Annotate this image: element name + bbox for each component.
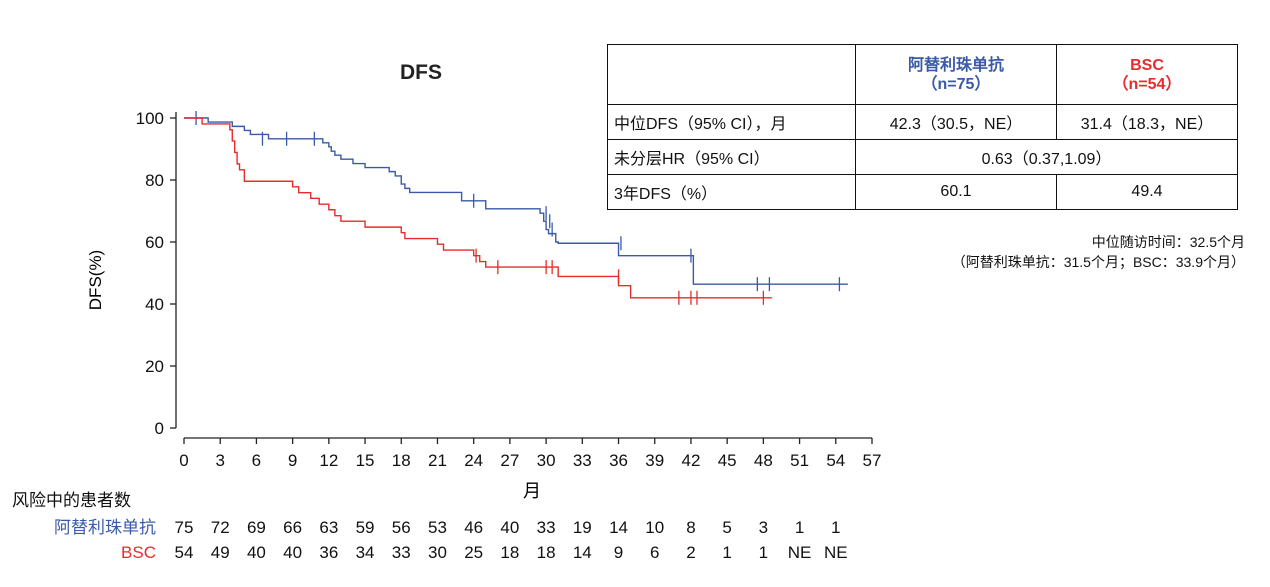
y-axis-label: DFS(%) bbox=[86, 250, 105, 310]
risk-count: 40 bbox=[283, 543, 302, 562]
risk-count: 14 bbox=[609, 518, 628, 537]
risk-count: 1 bbox=[831, 518, 840, 537]
risk-count: NE bbox=[788, 543, 812, 562]
table-row: 未分层HR（95% CI） 0.63（0.37,1.09） bbox=[607, 139, 1238, 175]
chart-title: DFS bbox=[400, 61, 442, 84]
risk-count: 33 bbox=[392, 543, 411, 562]
x-tick-label: 12 bbox=[319, 451, 338, 470]
x-tick-label: 24 bbox=[464, 451, 483, 470]
x-tick-label: 3 bbox=[215, 451, 224, 470]
risk-group-label: BSC bbox=[121, 543, 156, 562]
header-atezolizumab-n: （n=75） bbox=[921, 75, 991, 93]
header-bsc-n: （n=54） bbox=[1112, 75, 1182, 93]
risk-count: 40 bbox=[247, 543, 266, 562]
x-tick-label: 15 bbox=[356, 451, 375, 470]
risk-count: 19 bbox=[573, 518, 592, 537]
header-bsc-name: BSC bbox=[1130, 56, 1164, 74]
x-tick-label: 57 bbox=[863, 451, 882, 470]
risk-count: 18 bbox=[500, 543, 519, 562]
risk-count: 2 bbox=[686, 543, 695, 562]
header-bsc: BSC （n=54） bbox=[1056, 44, 1238, 105]
risk-count: 18 bbox=[537, 543, 556, 562]
summary-table: 阿替利珠单抗 （n=75） BSC （n=54） 中位DFS（95% CI），月… bbox=[607, 44, 1238, 210]
risk-count: 40 bbox=[500, 518, 519, 537]
x-tick-label: 0 bbox=[179, 451, 188, 470]
risk-count: 8 bbox=[686, 518, 695, 537]
row-label: 3年DFS（%） bbox=[607, 174, 856, 210]
x-tick-label: 54 bbox=[826, 451, 845, 470]
table-row: 中位DFS（95% CI），月 42.3（30.5，NE） 31.4（18.3，… bbox=[607, 104, 1238, 140]
x-tick-label: 51 bbox=[790, 451, 809, 470]
row-label: 中位DFS（95% CI），月 bbox=[607, 104, 856, 140]
risk-count: 66 bbox=[283, 518, 302, 537]
cell-value: 31.4（18.3，NE） bbox=[1056, 104, 1238, 140]
header-atezolizumab-name: 阿替利珠单抗 bbox=[907, 56, 1004, 74]
x-tick-label: 48 bbox=[754, 451, 773, 470]
y-tick-label: 40 bbox=[145, 295, 164, 314]
x-tick-label: 27 bbox=[500, 451, 519, 470]
x-tick-label: 36 bbox=[609, 451, 628, 470]
x-tick-label: 33 bbox=[573, 451, 592, 470]
followup-line-2: （阿替利珠单抗：31.5个月；BSC：33.9个月） bbox=[951, 254, 1245, 270]
y-tick-label: 60 bbox=[145, 233, 164, 252]
risk-count: 46 bbox=[464, 518, 483, 537]
risk-count: 30 bbox=[428, 543, 447, 562]
x-tick-label: 6 bbox=[252, 451, 261, 470]
risk-count: 49 bbox=[211, 543, 230, 562]
risk-count: 54 bbox=[175, 543, 194, 562]
risk-count: 72 bbox=[211, 518, 230, 537]
risk-count: 3 bbox=[759, 518, 768, 537]
x-tick-label: 45 bbox=[718, 451, 737, 470]
risk-count: 25 bbox=[464, 543, 483, 562]
risk-count: 59 bbox=[356, 518, 375, 537]
cell-value: 49.4 bbox=[1056, 174, 1238, 210]
risk-count: 1 bbox=[795, 518, 804, 537]
x-axis-label: 月 bbox=[523, 481, 541, 501]
header-empty-cell bbox=[607, 44, 856, 105]
y-tick-label: 20 bbox=[145, 357, 164, 376]
risk-count: 33 bbox=[537, 518, 556, 537]
risk-count: 69 bbox=[247, 518, 266, 537]
x-tick-label: 42 bbox=[681, 451, 700, 470]
risk-group-label: 阿替利珠单抗 bbox=[54, 518, 156, 537]
risk-count: 14 bbox=[573, 543, 592, 562]
y-tick-label: 0 bbox=[155, 419, 164, 438]
km-curve-bsc bbox=[184, 117, 772, 299]
risk-count: 36 bbox=[319, 543, 338, 562]
risk-count: 53 bbox=[428, 518, 447, 537]
risk-count: 1 bbox=[759, 543, 768, 562]
cell-value: 60.1 bbox=[855, 174, 1057, 210]
y-tick-label: 100 bbox=[136, 109, 164, 128]
row-label: 未分层HR（95% CI） bbox=[607, 139, 856, 175]
risk-count: 6 bbox=[650, 543, 659, 562]
header-atezolizumab: 阿替利珠单抗 （n=75） bbox=[855, 44, 1057, 105]
risk-count: 1 bbox=[722, 543, 731, 562]
risk-count: NE bbox=[824, 543, 848, 562]
risk-count: 63 bbox=[319, 518, 338, 537]
risk-count: 75 bbox=[175, 518, 194, 537]
risk-count: 9 bbox=[614, 543, 623, 562]
followup-note: 中位随访时间：32.5个月 （阿替利珠单抗：31.5个月；BSC：33.9个月） bbox=[952, 232, 1245, 272]
cell-value: 42.3（30.5，NE） bbox=[855, 104, 1057, 140]
risk-count: 34 bbox=[356, 543, 375, 562]
cell-value-merged: 0.63（0.37,1.09） bbox=[855, 139, 1238, 175]
risk-count: 56 bbox=[392, 518, 411, 537]
y-tick-label: 80 bbox=[145, 171, 164, 190]
x-tick-label: 21 bbox=[428, 451, 447, 470]
risk-count: 5 bbox=[722, 518, 731, 537]
followup-line-1: 中位随访时间：32.5个月 bbox=[1091, 234, 1245, 250]
km-curve-atezolizumab bbox=[184, 117, 848, 285]
x-tick-label: 39 bbox=[645, 451, 664, 470]
x-tick-label: 9 bbox=[288, 451, 297, 470]
risk-table-title: 风险中的患者数 bbox=[12, 491, 131, 510]
x-tick-label: 18 bbox=[392, 451, 411, 470]
risk-count: 10 bbox=[645, 518, 664, 537]
km-curves bbox=[184, 111, 848, 305]
table-header-row: 阿替利珠单抗 （n=75） BSC （n=54） bbox=[607, 44, 1238, 105]
table-row: 3年DFS（%） 60.1 49.4 bbox=[607, 174, 1238, 210]
x-tick-label: 30 bbox=[537, 451, 556, 470]
